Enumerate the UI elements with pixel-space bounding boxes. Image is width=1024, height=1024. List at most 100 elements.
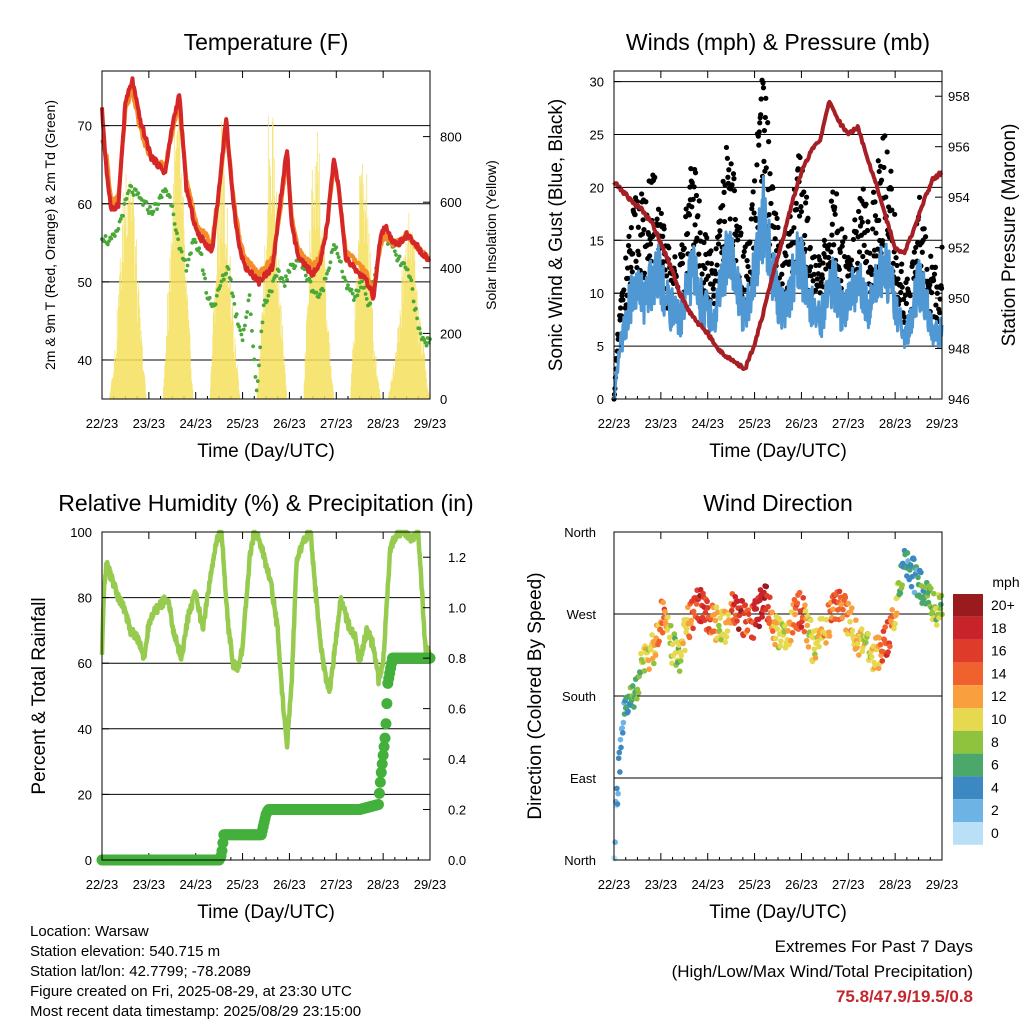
precip-point: [376, 758, 388, 770]
temp-9m-series: [100, 87, 432, 293]
gust-point: [934, 290, 940, 296]
dewpoint-point: [414, 306, 418, 311]
dewpoint-point: [411, 299, 416, 304]
direction-point: [665, 614, 671, 620]
gust-point: [930, 277, 937, 284]
direction-point: [717, 615, 723, 621]
gust-point: [772, 236, 778, 242]
gust-point: [756, 142, 762, 148]
gust-point: [705, 273, 711, 279]
gust-point: [767, 171, 773, 177]
direction-point: [840, 606, 846, 613]
dewpoint-point: [172, 222, 177, 226]
x-tick-label: 23/23: [645, 416, 678, 431]
dewpoint-point: [394, 253, 398, 257]
station-info: Location: Warsaw Station elevation: 540.…: [30, 922, 361, 1022]
dewpoint-point: [423, 340, 428, 345]
direction-point: [672, 650, 679, 656]
gust-point: [853, 229, 859, 235]
y-tick-label: 20: [590, 180, 604, 195]
dewpoint-point: [213, 302, 218, 307]
y-tick-label: 0: [597, 392, 604, 407]
dewpoint-point: [321, 288, 326, 293]
station-latlon: Station lat/lon: 42.7799; -78.2089: [30, 963, 252, 980]
y-tick-label: 10: [590, 286, 604, 301]
y-right-tick-label: 400: [440, 261, 462, 276]
data-timestamp: Most recent data timestamp: 2025/08/29 2…: [30, 1003, 362, 1020]
precip-point: [380, 718, 392, 730]
dewpoint-point: [325, 271, 329, 276]
dewpoint-point: [328, 260, 333, 265]
dewpoint-point: [179, 249, 184, 254]
extremes-heading: Extremes For Past 7 Days: [774, 937, 973, 956]
solar-series: [109, 98, 430, 399]
direction-point: [863, 639, 869, 646]
direction-point: [646, 666, 652, 672]
dewpoint-point: [127, 189, 131, 193]
dewpoint-point: [207, 295, 212, 300]
direction-point: [877, 641, 884, 648]
direction-point: [680, 640, 686, 647]
y-right-tick-label: 1.0: [448, 601, 466, 616]
dewpoint-point: [280, 276, 285, 281]
gust-point: [795, 166, 801, 172]
direction-point: [614, 801, 621, 807]
dewpoint-point: [159, 195, 164, 200]
dewpoint-point: [258, 345, 263, 350]
dewpoint-point: [392, 249, 397, 254]
gust-point: [873, 253, 880, 259]
dewpoint-point: [254, 388, 259, 393]
colorbar-title: mph: [992, 574, 1019, 590]
gust-point: [701, 239, 707, 246]
direction-point: [662, 608, 668, 615]
direction-point: [641, 668, 648, 674]
colorbar-label: 0: [991, 825, 999, 841]
direction-point: [772, 635, 779, 642]
direction-point: [724, 628, 731, 634]
direction-point: [677, 658, 684, 664]
gust-point: [903, 300, 909, 307]
gust-point: [801, 189, 807, 195]
gust-point: [842, 234, 848, 240]
y-right-tick-label: 0.6: [448, 702, 466, 717]
gust-point: [832, 204, 838, 210]
gust-point: [736, 224, 743, 231]
gust-point: [748, 216, 754, 222]
direction-point: [794, 600, 801, 606]
y-tick-label: 30: [590, 75, 604, 90]
extremes-values: 75.8/47.9/19.5/0.8: [835, 987, 973, 1006]
gust-point: [745, 263, 751, 270]
dewpoint-point: [342, 275, 347, 280]
gust-point: [860, 186, 866, 192]
gust-point: [696, 251, 702, 257]
direction-point: [823, 640, 829, 646]
gust-point: [840, 239, 846, 245]
gust-point: [738, 230, 744, 236]
gust-point: [882, 133, 888, 139]
dewpoint-point: [112, 234, 117, 238]
direction-point: [711, 628, 717, 634]
dewpoint-point: [257, 363, 261, 368]
direction-point: [735, 626, 742, 632]
direction-point: [765, 603, 771, 610]
gust-point: [749, 202, 755, 208]
y-tick-label: North: [564, 853, 596, 868]
dewpoint-point: [200, 268, 205, 273]
direction-point: [931, 590, 937, 597]
dewpoint-point: [355, 293, 360, 298]
gust-point: [750, 189, 756, 195]
gust-point: [881, 164, 887, 171]
direction-point: [704, 598, 710, 605]
gust-point: [740, 253, 746, 259]
gust-point: [623, 255, 629, 261]
direction-point: [811, 646, 818, 652]
direction-point: [816, 643, 822, 650]
direction-point: [728, 607, 735, 614]
x-tick-label: 26/23: [273, 877, 306, 892]
gust-point: [708, 260, 715, 267]
y-tick-label: South: [562, 689, 596, 704]
y-right-tick-label: 800: [440, 130, 462, 145]
precip-point: [372, 798, 384, 810]
gust-point: [689, 180, 695, 186]
dewpoint-point: [340, 269, 345, 274]
